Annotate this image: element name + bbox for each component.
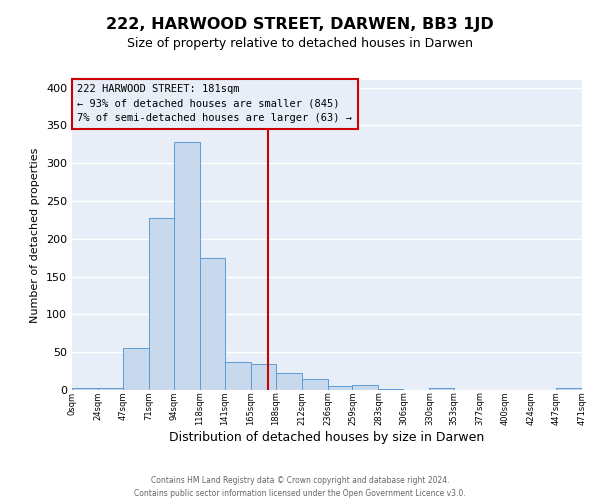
Bar: [98, 388, 123, 390]
Bar: [224, 362, 251, 390]
Bar: [302, 378, 328, 390]
Bar: [123, 348, 149, 390]
Bar: [430, 388, 454, 390]
Text: Contains HM Land Registry data © Crown copyright and database right 2024.: Contains HM Land Registry data © Crown c…: [151, 476, 449, 485]
Bar: [149, 218, 174, 390]
Y-axis label: Number of detached properties: Number of detached properties: [31, 148, 40, 322]
Bar: [379, 389, 403, 390]
Text: Contains public sector information licensed under the Open Government Licence v3: Contains public sector information licen…: [134, 489, 466, 498]
Text: Size of property relative to detached houses in Darwen: Size of property relative to detached ho…: [127, 38, 473, 51]
X-axis label: Distribution of detached houses by size in Darwen: Distribution of detached houses by size …: [169, 431, 485, 444]
Bar: [275, 374, 302, 390]
Bar: [328, 386, 352, 390]
Bar: [251, 364, 275, 390]
Bar: [72, 388, 98, 390]
Bar: [200, 258, 224, 390]
Text: 222, HARWOOD STREET, DARWEN, BB3 1JD: 222, HARWOOD STREET, DARWEN, BB3 1JD: [106, 18, 494, 32]
Bar: [352, 386, 379, 390]
Bar: [174, 142, 200, 390]
Bar: [556, 388, 582, 390]
Text: 222 HARWOOD STREET: 181sqm
← 93% of detached houses are smaller (845)
7% of semi: 222 HARWOOD STREET: 181sqm ← 93% of deta…: [77, 84, 352, 124]
